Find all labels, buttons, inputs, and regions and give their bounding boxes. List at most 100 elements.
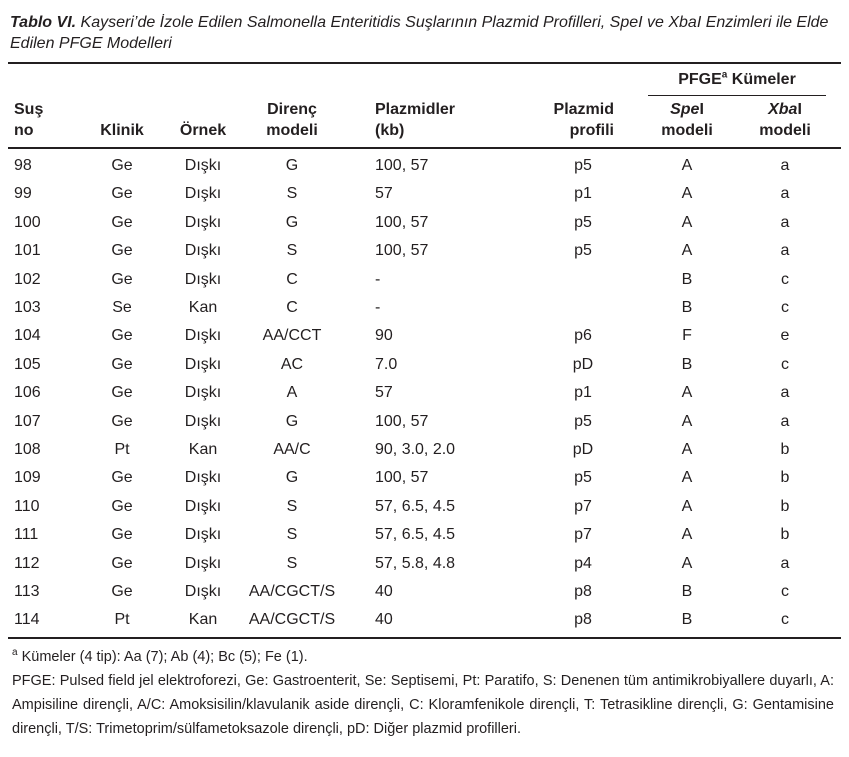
header-italic: Spe <box>670 101 700 118</box>
cell: - <box>375 299 381 316</box>
cell: p1 <box>574 384 592 402</box>
cell: b <box>780 441 790 458</box>
top-rule <box>8 62 841 64</box>
cell: 104 <box>14 327 41 345</box>
cell: Ge <box>111 185 133 203</box>
cell: b <box>780 497 790 515</box>
cell: 57 <box>375 384 393 402</box>
cell: a <box>780 213 790 231</box>
cell: Dışkı <box>184 469 222 487</box>
cell: pD <box>572 441 594 458</box>
cell: Dışkı <box>184 583 222 600</box>
cell: 57 <box>375 185 393 203</box>
cell: 99 <box>14 185 32 203</box>
cell: 98 <box>14 157 32 174</box>
cell: C <box>286 299 298 316</box>
cell: B <box>681 299 693 316</box>
cell: 102 <box>14 270 41 288</box>
header: Plazmidler <box>375 101 456 118</box>
cell: G <box>285 412 299 430</box>
group-rest: Kümeler <box>727 71 796 88</box>
cell: 112 <box>14 554 40 572</box>
cell: 40 <box>375 611 393 629</box>
cell: p8 <box>574 611 592 629</box>
cell: B <box>681 270 693 288</box>
cell: 106 <box>14 384 41 402</box>
cell: Dışkı <box>184 157 222 174</box>
cell: a <box>780 157 790 174</box>
cell: p4 <box>574 554 592 572</box>
cell: A <box>681 213 693 231</box>
cell: e <box>780 327 790 345</box>
header: Klinik <box>100 122 144 139</box>
header: Plazmid <box>553 101 614 118</box>
cell: A <box>681 469 693 487</box>
caption-label: Tablo VI. <box>10 14 77 31</box>
cell: AA/C <box>273 441 311 458</box>
cell: c <box>781 299 789 316</box>
cell: F <box>682 327 692 345</box>
cell: Dışkı <box>184 270 222 288</box>
cell: Ge <box>111 526 133 544</box>
cell: 57, 5.8, 4.8 <box>375 554 456 572</box>
cell: 100, 57 <box>375 242 429 260</box>
cell: p8 <box>574 583 592 600</box>
cell: Dışkı <box>184 526 222 544</box>
cell: pD <box>572 355 594 373</box>
header: profili <box>569 122 614 139</box>
cell: 103 <box>14 299 41 316</box>
bottom-rule <box>8 637 841 639</box>
cell: Dışkı <box>184 327 222 345</box>
cell: 101 <box>14 242 41 260</box>
footnote: PFGE: Pulsed field jel elektroforezi, Ge… <box>12 673 834 737</box>
header: modeli <box>266 122 318 139</box>
cell: 113 <box>14 583 40 600</box>
cell: b <box>780 469 790 487</box>
cell: 40 <box>375 583 393 600</box>
cell: AC <box>280 355 304 373</box>
cell: A <box>681 242 693 260</box>
cell: Kan <box>188 299 218 316</box>
cell: c <box>781 611 789 629</box>
cell: G <box>285 213 299 231</box>
cell: Kan <box>188 441 218 458</box>
cell: 108 <box>14 441 41 458</box>
caption-text: Kayseri’de İzole Edilen Salmonella Enter… <box>10 14 829 52</box>
cell: Dışkı <box>184 213 222 231</box>
cell: A <box>681 554 693 572</box>
cell: A <box>681 497 693 515</box>
header: Örnek <box>179 122 227 139</box>
cell: Pt <box>114 611 130 629</box>
cell: 90 <box>375 327 393 345</box>
cell: p5 <box>574 242 592 260</box>
cell: p5 <box>574 157 592 174</box>
cell: AA/CCT <box>262 327 322 345</box>
cell: Dışkı <box>184 497 222 515</box>
cell: B <box>681 611 693 629</box>
header: no <box>14 122 34 139</box>
cell: Dışkı <box>184 242 222 260</box>
cell: 100, 57 <box>375 213 429 231</box>
cell: Se <box>112 299 132 316</box>
cell: Ge <box>111 242 133 260</box>
cell: S <box>286 554 298 572</box>
footnote-text: Kümeler (4 tip): Aa (7); Ab (4); Bc (5);… <box>17 649 308 665</box>
cell: B <box>681 355 693 373</box>
cell: p5 <box>574 412 592 430</box>
cell: Dışkı <box>184 384 222 402</box>
cell: G <box>285 469 299 487</box>
cell: A <box>681 526 693 544</box>
cell: 109 <box>14 469 41 487</box>
cell: A <box>286 384 298 402</box>
header: Direnç <box>267 101 317 118</box>
cell: 114 <box>14 611 40 629</box>
header: SpeI <box>670 101 704 119</box>
cell: Ge <box>111 213 133 231</box>
header: Suş <box>14 101 44 118</box>
cell: c <box>781 583 789 600</box>
cell: Dışkı <box>184 355 222 373</box>
cell: - <box>375 270 381 288</box>
group-header: PFGEa Kümeler <box>678 70 796 89</box>
cell: p7 <box>574 497 592 515</box>
